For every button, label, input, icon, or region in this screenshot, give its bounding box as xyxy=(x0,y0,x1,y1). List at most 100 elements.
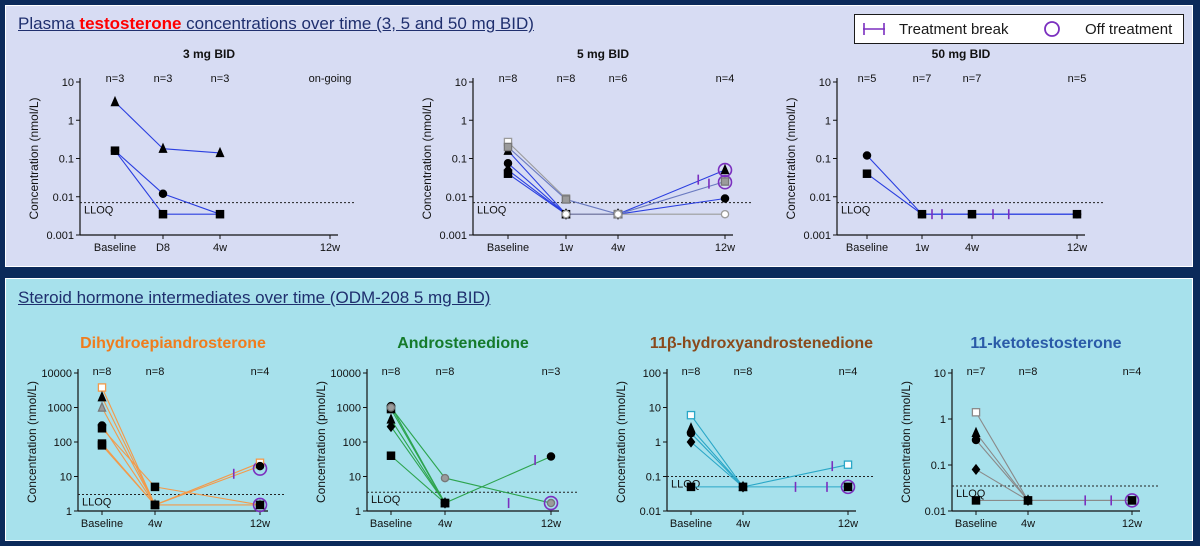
circle-marker xyxy=(862,151,872,160)
square-marker xyxy=(150,500,160,510)
diamond-marker xyxy=(971,463,981,476)
y-tick-label: 0.01 xyxy=(53,192,74,204)
triangle-marker xyxy=(97,401,107,412)
y-tick-label: 0.01 xyxy=(446,192,467,204)
sample-size-label: n=3 xyxy=(106,73,125,85)
triangle-marker xyxy=(110,95,120,107)
x-tick-label: Baseline xyxy=(370,518,412,530)
sample-size-label: n=7 xyxy=(963,73,982,85)
x-tick-label: Baseline xyxy=(955,518,997,530)
x-tick-label: 12w xyxy=(250,518,270,530)
triangle-marker xyxy=(158,142,168,153)
y-tick-label: 100 xyxy=(643,368,661,380)
series-line xyxy=(690,432,744,488)
y-tick-label: 10 xyxy=(349,472,361,484)
y-tick-label: 0.1 xyxy=(646,472,661,484)
lloq-label: LLOQ xyxy=(956,488,986,500)
square-marker xyxy=(686,482,696,492)
lloq-label: LLOQ xyxy=(371,494,401,506)
square-marker xyxy=(720,177,730,186)
y-tick-label: 0.001 xyxy=(46,230,74,242)
circle-marker xyxy=(255,461,265,471)
series-line xyxy=(101,425,261,506)
series-line xyxy=(390,426,446,504)
x-tick-label: 12w xyxy=(1122,518,1142,530)
square-marker xyxy=(971,408,981,417)
sample-size-label: n=8 xyxy=(436,366,455,378)
series-line xyxy=(114,101,221,154)
circle-marker xyxy=(158,189,168,198)
y-tick-label: 10000 xyxy=(330,368,361,380)
x-tick-label: D8 xyxy=(156,242,170,254)
circle-marker xyxy=(546,498,556,508)
x-tick-label: 12w xyxy=(715,242,735,254)
sample-size-label: n=8 xyxy=(93,366,112,378)
square-marker xyxy=(255,500,265,510)
series-line xyxy=(390,419,446,504)
sample-size-label: n=5 xyxy=(1068,73,1087,85)
y-tick-label: 10000 xyxy=(41,368,72,380)
series-line xyxy=(114,150,164,195)
series-line xyxy=(390,408,446,504)
square-marker xyxy=(1127,496,1137,505)
circle-marker xyxy=(546,452,556,461)
series-line xyxy=(390,407,552,504)
x-tick-label: 12w xyxy=(1067,242,1087,254)
square-marker xyxy=(1072,209,1082,219)
lloq-label: LLOQ xyxy=(82,497,112,509)
legend-off-treatment-label: Off treatment xyxy=(1085,21,1173,38)
chart-legend: Treatment break Off treatment xyxy=(854,14,1184,44)
y-tick-label: 1000 xyxy=(48,403,72,415)
sample-size-label: on-going xyxy=(309,73,352,85)
y-tick-label: 0.1 xyxy=(59,154,74,166)
x-tick-label: 4w xyxy=(965,242,979,254)
sample-size-label: n=4 xyxy=(251,366,270,378)
series-line xyxy=(101,396,156,506)
x-tick-label: Baseline xyxy=(670,518,712,530)
sample-size-label: n=4 xyxy=(716,73,735,85)
series-line xyxy=(507,169,618,215)
legend-treatment-break-label: Treatment break xyxy=(899,21,1009,38)
x-tick-label: 4w xyxy=(1021,518,1035,530)
circle-marker xyxy=(720,194,730,203)
x-tick-label: 12w xyxy=(541,518,561,530)
y-tick-label: 0.001 xyxy=(439,230,467,242)
y-tick-label: 10 xyxy=(934,368,946,380)
square-marker xyxy=(862,169,872,178)
x-tick-label: 4w xyxy=(611,242,625,254)
square-marker xyxy=(1023,496,1033,505)
y-tick-label: 1 xyxy=(66,506,72,518)
series-segment xyxy=(162,193,221,215)
x-tick-label: 12w xyxy=(320,242,340,254)
circle-marker xyxy=(720,209,730,219)
series-line xyxy=(114,150,220,215)
chart-11-ketotestosterone: 11-ketotestosterone 0.01 0.1 1 10 Concentrati… xyxy=(899,335,1158,530)
sample-size-label: n=4 xyxy=(1123,366,1142,378)
x-tick-label: 4w xyxy=(148,518,162,530)
series-line xyxy=(690,427,744,488)
sample-size-label: n=8 xyxy=(734,366,753,378)
x-tick-label: 1w xyxy=(559,242,573,254)
off-treatment-icon xyxy=(1044,21,1060,37)
steroid-panel: Steroid hormone intermediates over time … xyxy=(5,278,1193,541)
sample-size-label: n=8 xyxy=(557,73,576,85)
y-tick-label: 1 xyxy=(461,115,467,127)
y-tick-label: 0.001 xyxy=(803,230,831,242)
square-marker xyxy=(503,142,513,152)
y-tick-label: 1 xyxy=(355,506,361,518)
x-tick-label: 1w xyxy=(915,242,929,254)
series-line xyxy=(975,432,1029,501)
square-marker xyxy=(967,209,977,219)
lloq-label: LLOQ xyxy=(841,205,871,217)
y-tick-label: 100 xyxy=(343,437,361,449)
treatment-break-icon xyxy=(863,23,885,35)
off-treatment-marker xyxy=(840,479,856,495)
sample-size-label: n=3 xyxy=(542,366,561,378)
square-marker xyxy=(440,498,450,508)
chart-3mg: 3 mg BID 0.001 0.01 0.1 1 10 Concentration (nm… xyxy=(27,47,356,254)
off-treatment-marker xyxy=(717,162,733,178)
chart-title: 3 mg BID xyxy=(183,47,235,61)
sample-size-label: n=8 xyxy=(146,366,165,378)
testosterone-panel-title: Plasma testosterone concentrations over … xyxy=(18,14,534,33)
lloq-label: LLOQ xyxy=(84,205,114,217)
